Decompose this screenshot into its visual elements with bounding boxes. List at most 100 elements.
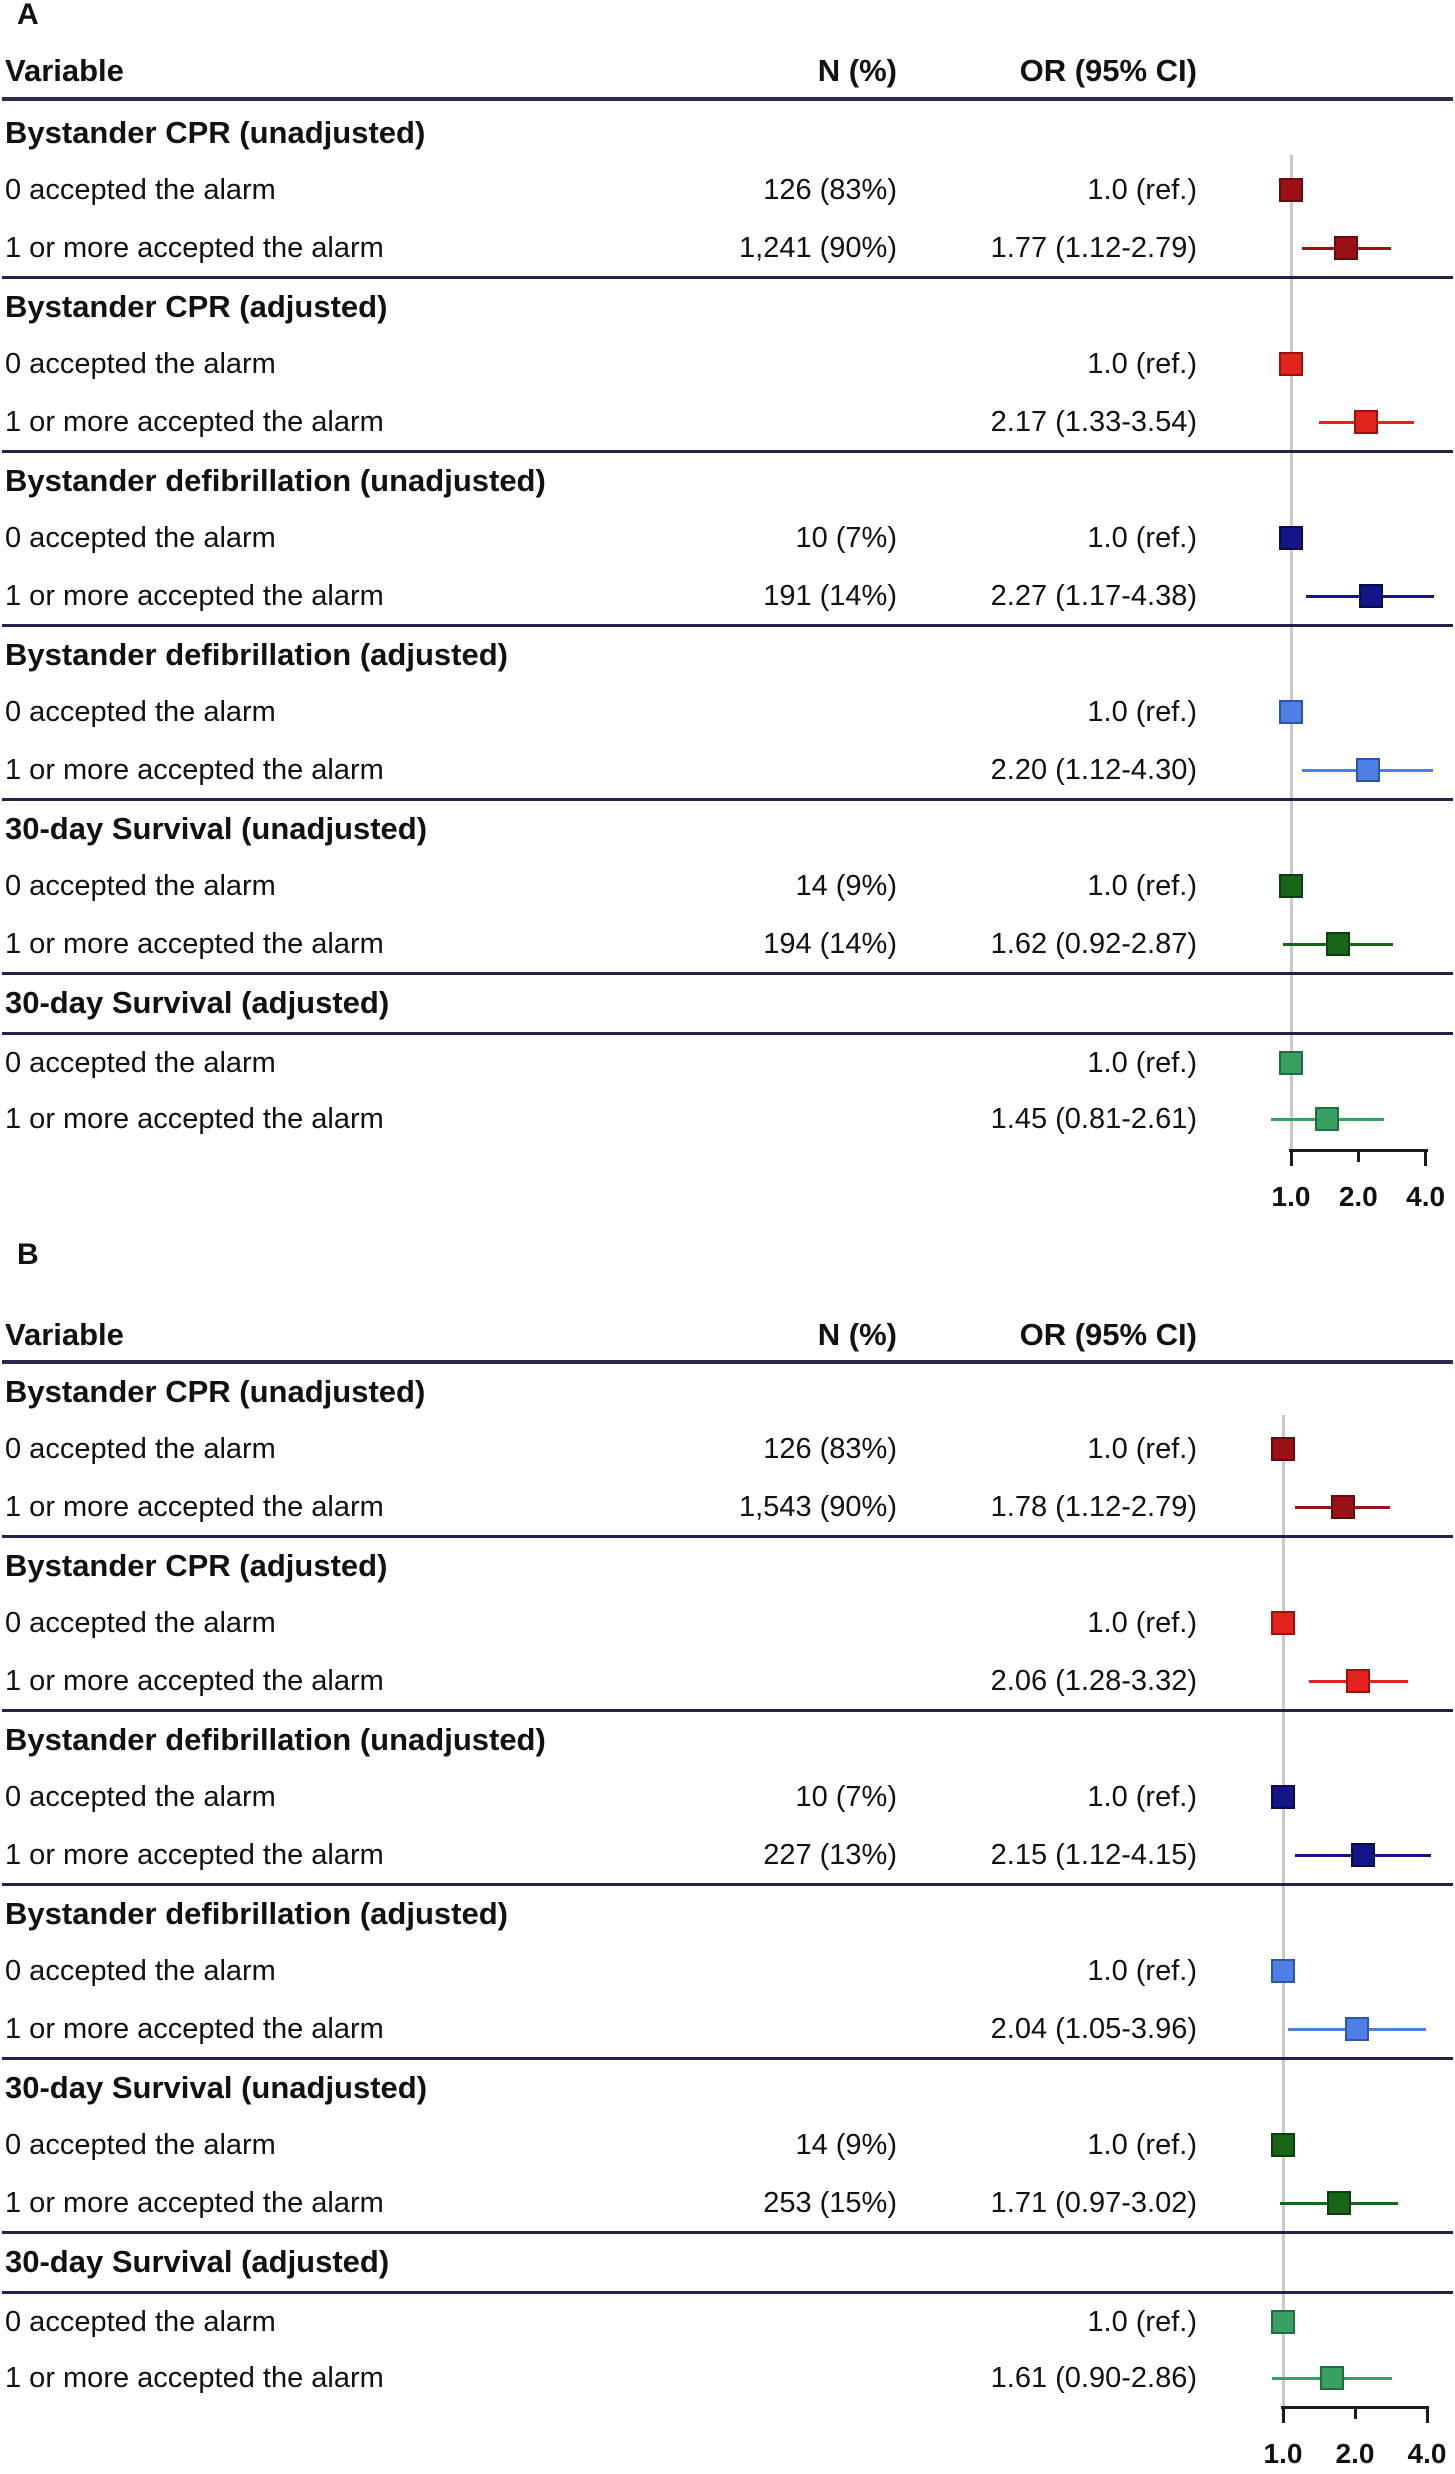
ref-marker bbox=[1271, 1959, 1295, 1983]
section-title: Bystander CPR (unadjusted) bbox=[5, 1374, 426, 1409]
row-label: 0 accepted the alarm bbox=[5, 1047, 276, 1079]
row-label: 1 or more accepted the alarm bbox=[5, 2013, 384, 2045]
row-n-value bbox=[600, 2301, 897, 2343]
section-divider bbox=[2, 450, 1453, 453]
row-or-value: 1.0 (ref.) bbox=[1087, 1433, 1197, 1465]
row-or-value: 1.0 (ref.) bbox=[1087, 2129, 1197, 2161]
ref-marker bbox=[1279, 352, 1303, 376]
row-or-value: 2.06 (1.28-3.32) bbox=[990, 1665, 1197, 1697]
axis-tick bbox=[1353, 2406, 1357, 2419]
column-header-n: N (%) bbox=[817, 53, 897, 88]
or-marker bbox=[1326, 2191, 1351, 2215]
row-n-value: 194 (14%) bbox=[763, 928, 897, 960]
header-rule bbox=[2, 1360, 1453, 1364]
ref-marker bbox=[1271, 1611, 1295, 1635]
section-divider bbox=[2, 2291, 1453, 2294]
column-header-n: N (%) bbox=[817, 1317, 897, 1352]
row-or-value: 1.0 (ref.) bbox=[1087, 1955, 1197, 1987]
row-or-value: 1.62 (0.92-2.87) bbox=[990, 928, 1197, 960]
axis-tick bbox=[1281, 2406, 1285, 2423]
column-header-variable: Variable bbox=[5, 1317, 124, 1352]
section-title: Bystander CPR (adjusted) bbox=[5, 1548, 388, 1583]
row-or-value: 1.0 (ref.) bbox=[1087, 348, 1197, 380]
row-n-value: 191 (14%) bbox=[763, 580, 897, 612]
row-or-value: 2.27 (1.17-4.38) bbox=[990, 580, 1197, 612]
row-or-value: 1.0 (ref.) bbox=[1087, 870, 1197, 902]
row-n-value bbox=[600, 1660, 897, 1702]
row-or-value: 1.0 (ref.) bbox=[1087, 1607, 1197, 1639]
row-label: 0 accepted the alarm bbox=[5, 1433, 276, 1465]
row-or-value: 2.20 (1.12-4.30) bbox=[990, 754, 1197, 786]
section-title: Bystander CPR (unadjusted) bbox=[5, 115, 426, 150]
row-label: 1 or more accepted the alarm bbox=[5, 232, 384, 264]
or-marker bbox=[1325, 932, 1350, 956]
row-n-value: 14 (9%) bbox=[795, 2129, 897, 2161]
row-label: 0 accepted the alarm bbox=[5, 174, 276, 206]
axis-tick-label: 1.0 bbox=[1263, 2438, 1303, 2469]
row-n-value bbox=[600, 1098, 897, 1140]
row-label: 1 or more accepted the alarm bbox=[5, 1491, 384, 1523]
row-label: 0 accepted the alarm bbox=[5, 2306, 276, 2338]
row-n-value: 1,543 (90%) bbox=[739, 1491, 897, 1523]
row-n-value bbox=[600, 2357, 897, 2399]
row-label: 0 accepted the alarm bbox=[5, 1781, 276, 1813]
row-or-value: 2.17 (1.33-3.54) bbox=[990, 406, 1197, 438]
axis-tick-label: 4.0 bbox=[1407, 2438, 1447, 2469]
section-title: Bystander CPR (adjusted) bbox=[5, 289, 388, 324]
ref-marker bbox=[1271, 1437, 1295, 1461]
row-n-value bbox=[600, 691, 897, 733]
row-label: 1 or more accepted the alarm bbox=[5, 580, 384, 612]
axis-tick-label: 2.0 bbox=[1335, 2438, 1375, 2469]
row-n-value: 10 (7%) bbox=[795, 522, 897, 554]
or-marker bbox=[1355, 758, 1380, 782]
row-n-value: 10 (7%) bbox=[795, 1781, 897, 1813]
row-or-value: 2.15 (1.12-4.15) bbox=[990, 1839, 1197, 1871]
ref-marker bbox=[1279, 1051, 1303, 1075]
or-marker bbox=[1358, 584, 1383, 608]
or-marker bbox=[1330, 1495, 1355, 1519]
section-divider bbox=[2, 1032, 1453, 1035]
row-label: 1 or more accepted the alarm bbox=[5, 754, 384, 786]
axis-tick bbox=[1425, 2406, 1429, 2423]
row-label: 1 or more accepted the alarm bbox=[5, 928, 384, 960]
row-n-value bbox=[600, 401, 897, 443]
or-marker bbox=[1315, 1107, 1340, 1131]
column-header-or: OR (95% CI) bbox=[1019, 53, 1197, 88]
ref-marker bbox=[1279, 874, 1303, 898]
section-title: 30-day Survival (adjusted) bbox=[5, 985, 390, 1020]
ref-marker bbox=[1279, 526, 1303, 550]
row-label: 1 or more accepted the alarm bbox=[5, 1665, 384, 1697]
or-marker bbox=[1346, 1669, 1371, 1693]
axis-tick bbox=[1424, 1149, 1428, 1166]
row-n-value bbox=[600, 343, 897, 385]
section-divider bbox=[2, 624, 1453, 627]
ref-marker bbox=[1271, 2310, 1295, 2334]
row-or-value: 2.04 (1.05-3.96) bbox=[990, 2013, 1197, 2045]
row-label: 1 or more accepted the alarm bbox=[5, 2187, 384, 2219]
or-marker bbox=[1345, 2017, 1370, 2041]
section-title: Bystander defibrillation (unadjusted) bbox=[5, 463, 546, 498]
row-or-value: 1.0 (ref.) bbox=[1087, 1781, 1197, 1813]
row-label: 1 or more accepted the alarm bbox=[5, 1839, 384, 1871]
section-title: 30-day Survival (unadjusted) bbox=[5, 2070, 428, 2105]
row-or-value: 1.0 (ref.) bbox=[1087, 1047, 1197, 1079]
reference-line bbox=[1289, 155, 1293, 1150]
row-or-value: 1.78 (1.12-2.79) bbox=[990, 1491, 1197, 1523]
row-or-value: 1.0 (ref.) bbox=[1087, 696, 1197, 728]
or-marker bbox=[1334, 236, 1359, 260]
row-or-value: 1.71 (0.97-3.02) bbox=[990, 2187, 1197, 2219]
ref-marker bbox=[1271, 2133, 1295, 2157]
row-or-value: 1.0 (ref.) bbox=[1087, 174, 1197, 206]
or-marker bbox=[1320, 2366, 1345, 2390]
axis-tick bbox=[1289, 1149, 1293, 1166]
or-marker bbox=[1350, 1843, 1375, 1867]
ref-marker bbox=[1279, 178, 1303, 202]
row-n-value bbox=[600, 1042, 897, 1084]
row-n-value: 14 (9%) bbox=[795, 870, 897, 902]
row-label: 1 or more accepted the alarm bbox=[5, 406, 384, 438]
row-label: 1 or more accepted the alarm bbox=[5, 2362, 384, 2394]
section-divider bbox=[2, 972, 1453, 975]
row-n-value: 253 (15%) bbox=[763, 2187, 897, 2219]
row-label: 0 accepted the alarm bbox=[5, 1955, 276, 1987]
row-n-value bbox=[600, 749, 897, 791]
